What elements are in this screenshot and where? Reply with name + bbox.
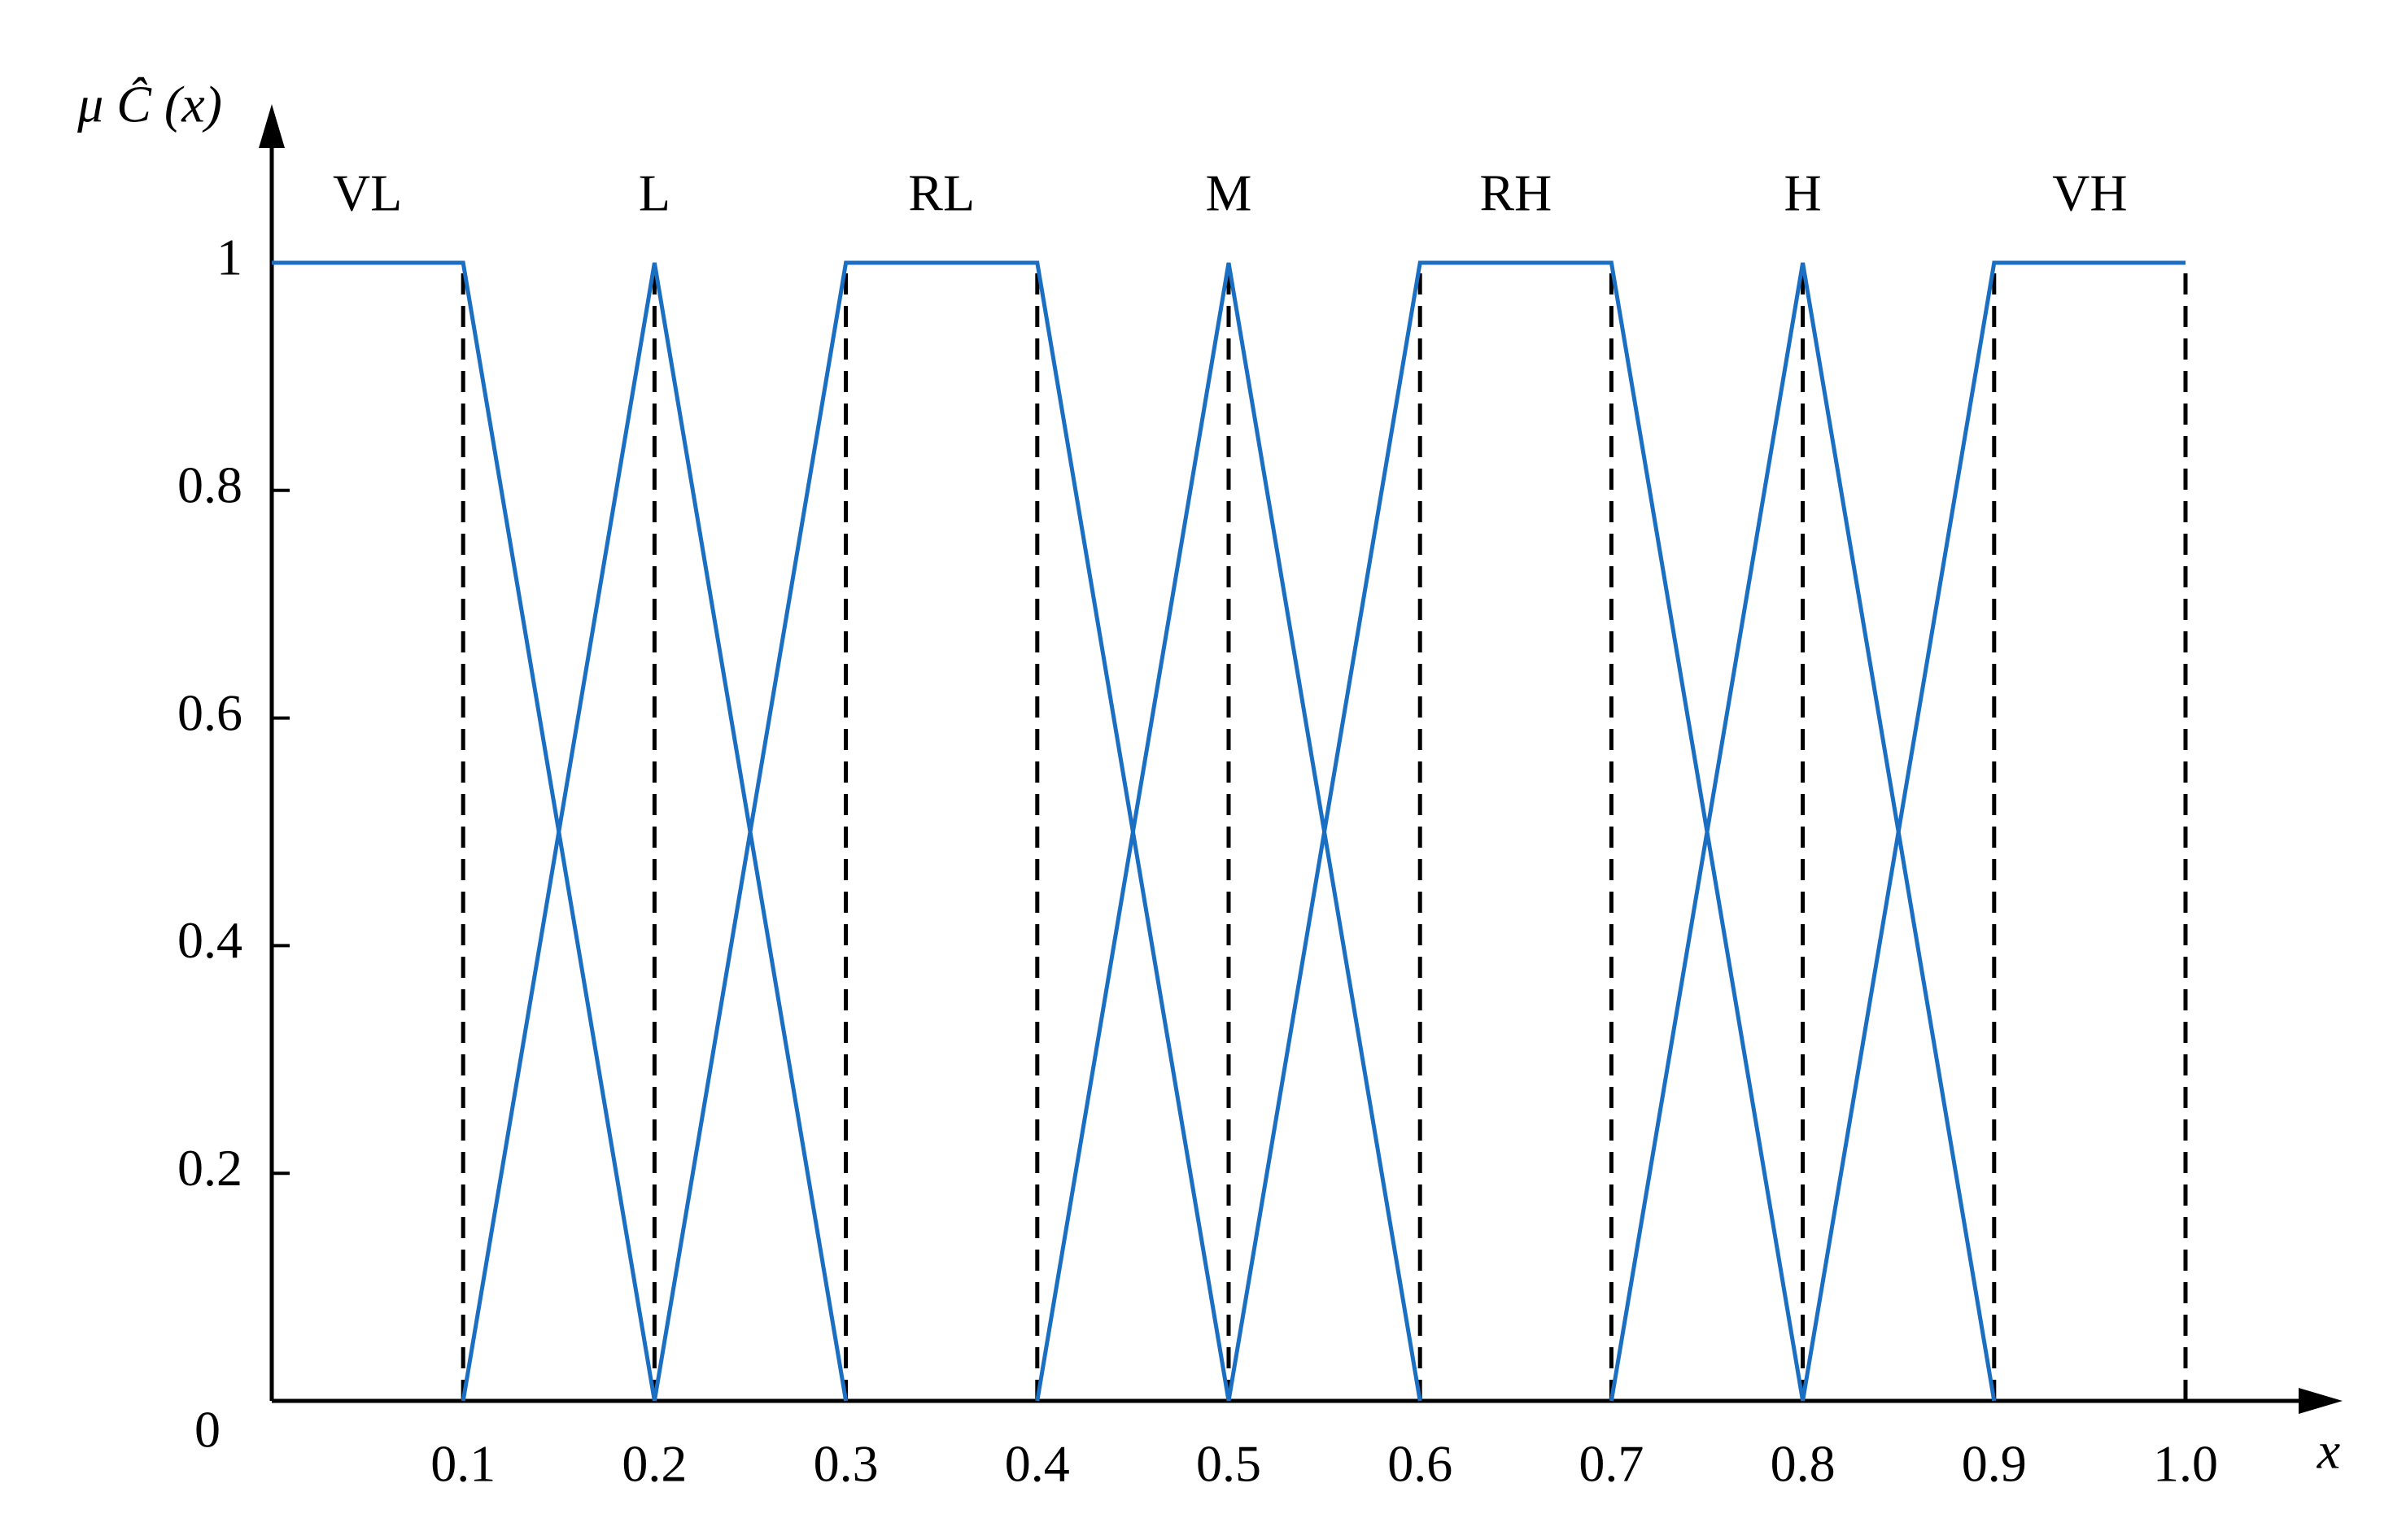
y-tick-label: 0.6 [177,683,242,741]
y-tick-label: 0 [194,1401,221,1459]
membership-line [1035,262,1422,1402]
y-tick-label: 0.2 [177,1139,242,1197]
x-tick-label: 0.5 [1196,1435,1261,1493]
series-label: M [1206,164,1252,222]
series-label: RH [1479,164,1552,222]
x-tick-label: 0.8 [1771,1435,1836,1493]
x-tick-label: 0.3 [814,1435,879,1493]
series-label: RL [908,164,975,222]
x-tick-label: 0.2 [622,1435,687,1493]
x-tick-label: 0.4 [1005,1435,1070,1493]
membership-line [1801,260,2186,1402]
x-tick-label: 0.1 [430,1435,496,1493]
x-tick-label: 0.9 [1962,1435,2027,1493]
membership-line [1226,260,1806,1402]
y-tick-label: 0.4 [177,911,242,969]
x-tick-label: 1.0 [2153,1435,2218,1493]
y-axis-arrow [259,104,285,148]
y-tick-label: 0.8 [177,456,242,513]
membership-line [461,262,849,1402]
y-tick-label: 1 [216,229,242,286]
series-label: VL [333,164,402,222]
x-tick-label: 0.7 [1579,1435,1644,1493]
x-axis-label: x [2317,1422,2340,1480]
x-axis-arrow [2299,1388,2343,1414]
x-tick-label: 0.6 [1387,1435,1452,1493]
y-axis-label: μ Ĉ (x) [76,76,222,133]
membership-line [272,260,657,1402]
series-label: L [639,164,670,222]
membership-line [652,260,1231,1402]
membership-line [1609,262,1997,1402]
series-label: VH [2052,164,2127,222]
series-label: H [1784,164,1821,222]
